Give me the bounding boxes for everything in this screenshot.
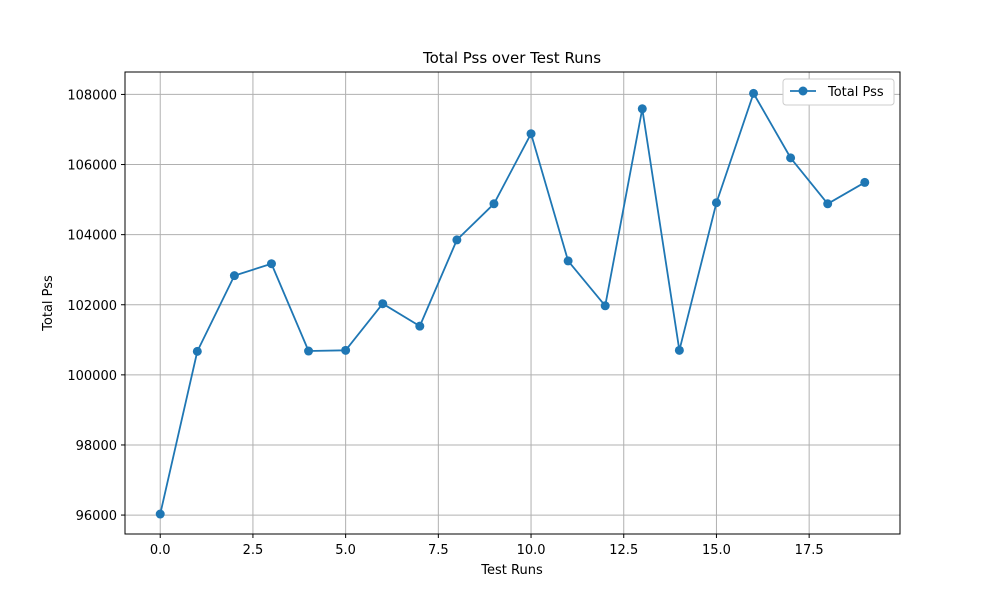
data-point (786, 153, 796, 163)
data-point (155, 509, 165, 519)
data-point (341, 345, 351, 355)
x-tick-label: 15.0 (702, 543, 731, 558)
data-point (823, 199, 833, 209)
y-tick-label: 100000 (67, 369, 117, 384)
x-axis: 0.0 2.5 5.0 7.5 10.0 12.5 15.0 17.5 (150, 534, 824, 558)
legend-box (782, 78, 895, 106)
legend-label: Total Pss (827, 85, 884, 100)
data-point (711, 198, 721, 208)
data-point (563, 256, 573, 266)
grid (125, 72, 900, 534)
chart-title: Total Pss over Test Runs (422, 49, 601, 67)
data-point (229, 271, 239, 281)
x-axis-label: Test Runs (480, 563, 543, 578)
data-point (637, 104, 647, 114)
x-tick-label: 5.0 (335, 543, 356, 558)
data-point (266, 259, 276, 269)
y-tick-label: 104000 (67, 229, 117, 244)
plot-frame (124, 71, 901, 535)
y-tick-label: 102000 (67, 299, 117, 314)
data-point (489, 199, 499, 209)
x-tick-label: 0.0 (150, 543, 171, 558)
x-tick-label: 10.0 (517, 543, 546, 558)
y-tick-label: 96000 (76, 509, 117, 524)
data-point (600, 301, 610, 311)
legend-marker-icon (798, 86, 808, 96)
legend: Total Pss (782, 78, 895, 106)
x-tick-label: 2.5 (243, 543, 264, 558)
data-point (378, 299, 388, 309)
data-point (192, 346, 202, 356)
x-tick-label: 17.5 (795, 543, 824, 558)
data-point (526, 129, 536, 139)
data-point (860, 177, 870, 187)
data-point (304, 346, 314, 356)
series-layer (155, 88, 870, 519)
y-axis-label: Total Pss (41, 275, 56, 332)
y-tick-label: 106000 (67, 159, 117, 174)
x-tick-label: 12.5 (609, 543, 638, 558)
series-line (159, 92, 866, 515)
y-axis: 96000 98000 100000 102000 104000 106000 108000 (67, 88, 125, 524)
y-tick-label: 98000 (76, 439, 117, 454)
data-point (749, 88, 759, 98)
x-tick-label: 7.5 (428, 543, 449, 558)
data-point (452, 235, 462, 245)
y-tick-label: 108000 (67, 88, 117, 103)
data-point (415, 321, 425, 331)
data-point (674, 345, 684, 355)
